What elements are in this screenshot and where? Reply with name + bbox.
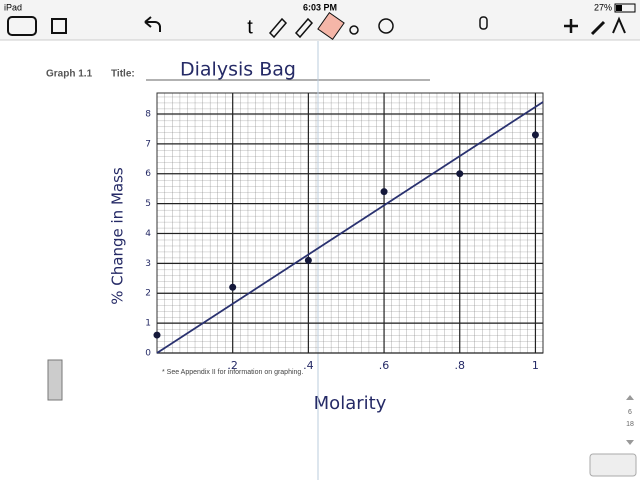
graph-paper [156, 92, 544, 354]
x-axis-label: Molarity [314, 393, 387, 414]
page-total: 18 [626, 421, 634, 428]
fit-line [156, 101, 544, 354]
x-tick-label: 1 [532, 359, 539, 372]
battery-level [616, 5, 622, 11]
y-tick-label: 5 [145, 199, 151, 209]
y-tick-label: 3 [145, 259, 151, 269]
scroll-thumb[interactable] [47, 359, 63, 401]
footnote: * See Appendix II for information on gra… [162, 369, 303, 376]
share-button[interactable] [51, 18, 67, 34]
y-tick-label: 0 [145, 349, 151, 359]
scissors-tool[interactable] [349, 25, 359, 35]
x-tick-label: .4 [303, 359, 314, 372]
y-tick-label: 7 [145, 139, 151, 149]
x-tick-label: .8 [454, 359, 465, 372]
y-tick-label: 8 [145, 109, 151, 119]
device: iPad [4, 2, 22, 12]
zoom-buttons[interactable] [589, 453, 637, 477]
data-point [531, 131, 539, 139]
x-tick-label: .6 [379, 359, 390, 372]
page-current: 6 [628, 409, 632, 416]
title-label: Title: [111, 69, 135, 80]
highlighter-tool[interactable] [294, 17, 314, 39]
eraser-tool[interactable] [317, 11, 345, 41]
hand-tool[interactable] [378, 18, 394, 34]
y-axis-label: % Change in Mass [109, 167, 127, 305]
page-arrows[interactable] [626, 395, 634, 445]
data-point [304, 256, 312, 264]
add-button[interactable] [564, 19, 578, 33]
pointer-button[interactable] [612, 16, 626, 34]
text-tool[interactable]: t [247, 16, 253, 38]
y-tick-label: 1 [145, 319, 151, 329]
data-point [229, 283, 237, 291]
data-point [380, 188, 388, 196]
library-button[interactable] [7, 16, 37, 36]
undo-button[interactable] [144, 16, 161, 32]
clock: 6:03 PM [303, 2, 337, 12]
y-tick-label: 6 [145, 169, 151, 179]
battery-icon [614, 3, 636, 13]
settings-button[interactable] [590, 20, 606, 36]
y-tick-label: 2 [145, 289, 151, 299]
toolbar [0, 0, 640, 40]
x-tick-label: .2 [227, 359, 238, 372]
data-point [153, 331, 161, 339]
pen-tool[interactable] [268, 17, 288, 39]
chart-title: Dialysis Bag [180, 59, 296, 81]
y-tick-label: 4 [145, 229, 151, 239]
battery-text: 27% [594, 2, 612, 12]
mic-button[interactable] [479, 16, 488, 30]
graph-label: Graph 1.1 [46, 69, 93, 80]
data-point [456, 170, 464, 178]
